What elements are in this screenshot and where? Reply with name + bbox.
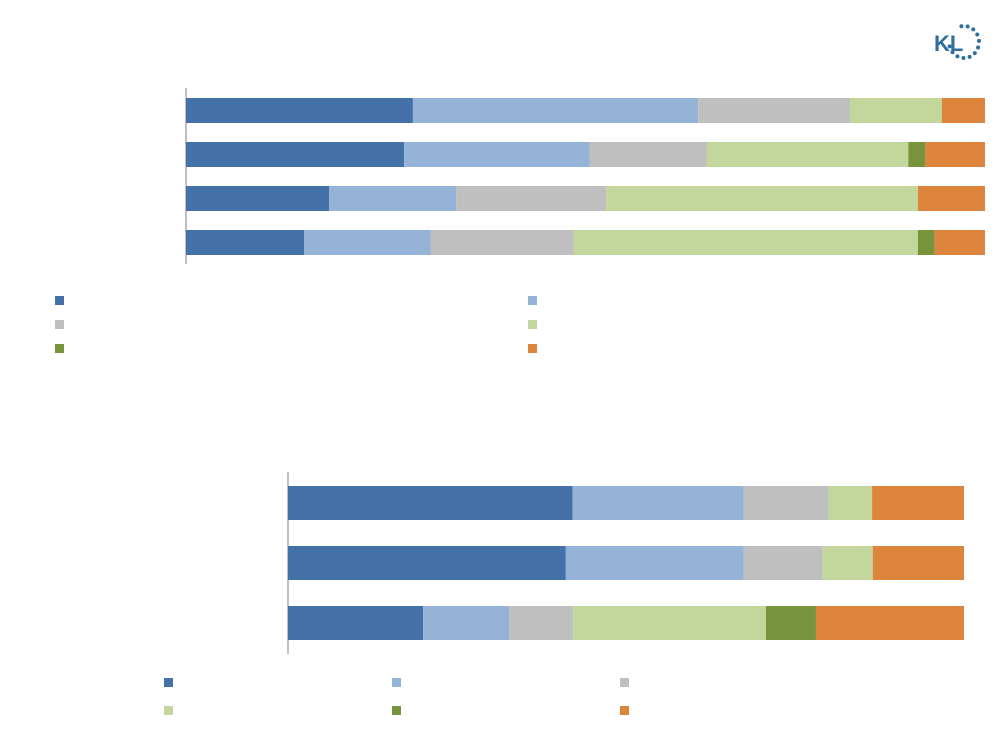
bar-segment: [288, 606, 424, 640]
logo-dot: [947, 44, 952, 49]
bar-segment: [743, 546, 823, 580]
bar-segment: [872, 546, 964, 580]
bar-segment: [456, 186, 607, 211]
logo-dot: [950, 50, 955, 55]
legend-key: [55, 320, 64, 329]
bar-segment: [925, 142, 985, 167]
legend-key: [528, 320, 537, 329]
logo-dot: [959, 24, 964, 29]
legend-key: [55, 344, 64, 353]
bar-segment: [186, 142, 405, 167]
bar-segment: [941, 98, 985, 123]
bar-segment: [917, 186, 985, 211]
logo-dot: [955, 54, 960, 59]
bar-segment: [304, 230, 431, 255]
bar-segment: [706, 142, 909, 167]
legend-key: [164, 678, 173, 687]
bar-segment: [698, 98, 850, 123]
bar-segment: [288, 546, 566, 580]
bar-segment: [186, 186, 330, 211]
logo-dot-ring: [947, 24, 981, 60]
bar-segment: [572, 486, 744, 520]
logo-dot: [972, 51, 977, 56]
bar-segment: [908, 142, 926, 167]
legend-key: [392, 678, 401, 687]
legend-key: [528, 296, 537, 305]
bar-segment: [934, 230, 985, 255]
bar-segment: [329, 186, 457, 211]
logo-dot: [976, 38, 981, 43]
bar-segment: [872, 486, 964, 520]
logo-text: KL: [934, 31, 963, 56]
logo-dot: [967, 54, 972, 59]
bar-segment: [573, 606, 766, 640]
bar-segment: [917, 230, 935, 255]
legend-key: [55, 296, 64, 305]
kl-logo: KL: [932, 18, 984, 64]
stacked-bar-chart-top: [55, 88, 985, 353]
bar-segment: [849, 98, 942, 123]
legend-key: [392, 706, 401, 715]
bar-segment: [822, 546, 873, 580]
logo-dot: [976, 45, 981, 50]
bar-segment: [430, 230, 574, 255]
bar-segment: [565, 546, 744, 580]
bar-segment: [186, 98, 413, 123]
bar-segment: [765, 606, 816, 640]
bar-segment: [743, 486, 829, 520]
bar-segment: [423, 606, 510, 640]
logo-dot: [971, 27, 976, 32]
bar-segment: [412, 98, 699, 123]
logo-dot: [975, 32, 980, 37]
legend-key: [528, 344, 537, 353]
bar-segment: [509, 606, 574, 640]
bar-segment: [828, 486, 873, 520]
bar-segment: [606, 186, 918, 211]
logo-dot: [965, 24, 970, 29]
legend-key: [620, 678, 629, 687]
legend-key: [164, 706, 173, 715]
bar-segment: [573, 230, 918, 255]
bar-segment: [815, 606, 964, 640]
bar-segment: [404, 142, 590, 167]
bar-segment: [288, 486, 573, 520]
bar-segment: [589, 142, 707, 167]
bar-segment: [186, 230, 305, 255]
legend-key: [620, 706, 629, 715]
logo-dot: [961, 55, 966, 60]
